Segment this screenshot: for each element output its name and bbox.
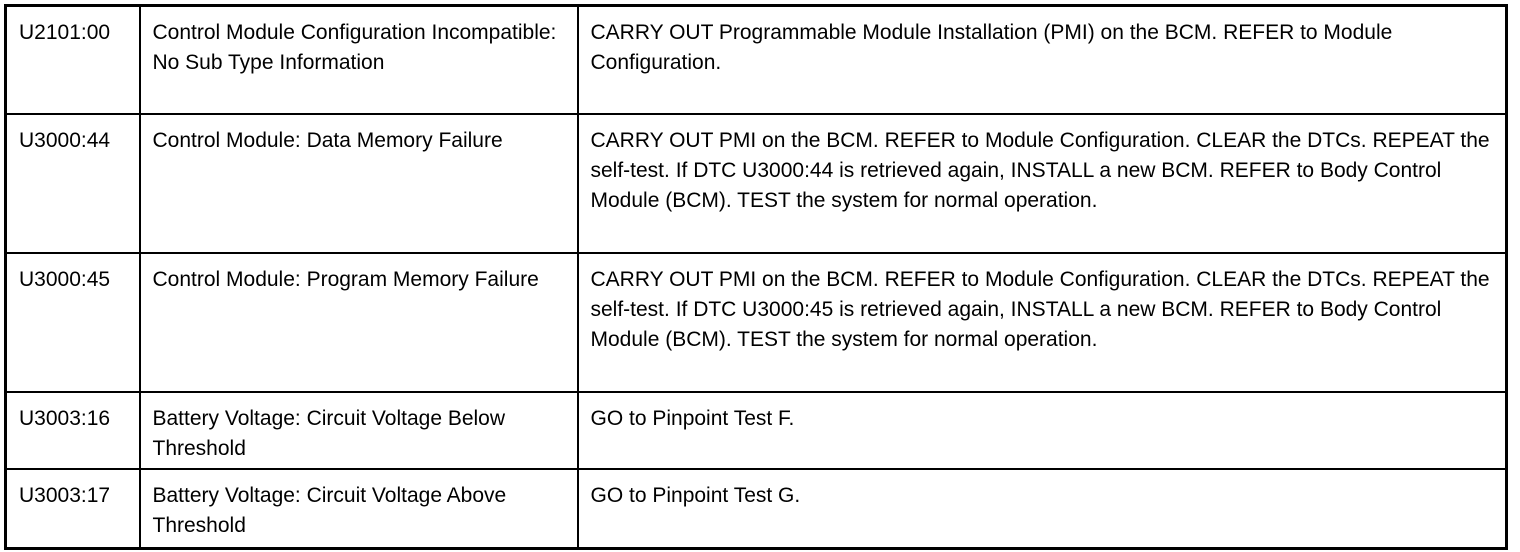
dtc-description: Control Module: Program Memory Failure <box>138 251 579 393</box>
table-row: U3000:45 Control Module: Program Memory … <box>4 251 1508 393</box>
table-row: U3000:44 Control Module: Data Memory Fai… <box>4 112 1508 254</box>
dtc-code: U3003:16 <box>4 390 141 470</box>
dtc-action: CARRY OUT PMI on the BCM. REFER to Modul… <box>576 112 1508 254</box>
dtc-action: CARRY OUT Programmable Module Installati… <box>576 4 1508 115</box>
dtc-action: GO to Pinpoint Test G. <box>576 467 1508 550</box>
dtc-code: U3000:44 <box>4 112 141 254</box>
dtc-code: U3000:45 <box>4 251 141 393</box>
table-row: U3003:17 Battery Voltage: Circuit Voltag… <box>4 467 1508 550</box>
dtc-description: Control Module: Data Memory Failure <box>138 112 579 254</box>
dtc-description: Battery Voltage: Circuit Voltage Above T… <box>138 467 579 550</box>
table-row: U2101:00 Control Module Configuration In… <box>4 4 1508 115</box>
dtc-description: Battery Voltage: Circuit Voltage Below T… <box>138 390 579 470</box>
table-row: U3003:16 Battery Voltage: Circuit Voltag… <box>4 390 1508 470</box>
dtc-description: Control Module Configuration Incompatibl… <box>138 4 579 115</box>
dtc-action: CARRY OUT PMI on the BCM. REFER to Modul… <box>576 251 1508 393</box>
dtc-table: U2101:00 Control Module Configuration In… <box>4 4 1508 550</box>
dtc-code: U2101:00 <box>4 4 141 115</box>
dtc-action: GO to Pinpoint Test F. <box>576 390 1508 470</box>
dtc-code: U3003:17 <box>4 467 141 550</box>
